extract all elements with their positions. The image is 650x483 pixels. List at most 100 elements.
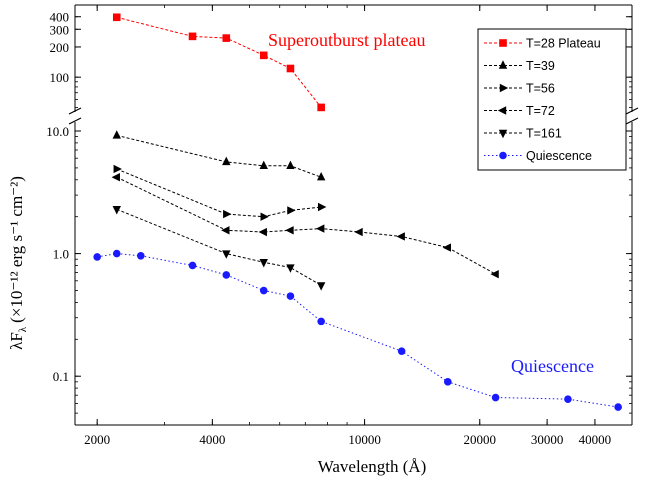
legend: T=28 Plateau T=39 T=56 T=72 T=161 Quiescence: [477, 28, 627, 171]
data-point: [443, 378, 452, 386]
y-axis-title-main: λF: [7, 332, 26, 350]
series-quiescence: [93, 249, 622, 411]
series-t-28-plateau: [112, 13, 325, 112]
legend-marker: [498, 129, 508, 139]
legend-label: T=39: [526, 59, 555, 73]
data-point: [112, 130, 121, 139]
series-line: [97, 253, 619, 408]
annotation-quiescence: Quiescence: [511, 356, 594, 376]
data-point: [258, 227, 267, 237]
data-point: [259, 286, 268, 295]
y-axis-title-units: (×10⁻¹² erg s⁻¹ cm⁻²): [7, 176, 26, 323]
legend-entry: T=161: [484, 127, 562, 141]
data-point: [490, 269, 499, 279]
x-tick-label: 4000: [199, 432, 225, 447]
series-line: [116, 16, 322, 108]
y-tick-label: 1.0: [53, 247, 69, 262]
data-point: [564, 395, 572, 403]
series-t-56: [113, 164, 327, 221]
data-point: [286, 160, 295, 170]
data-point: [222, 271, 231, 279]
legend-label: T=161: [526, 127, 562, 141]
data-point: [112, 206, 121, 215]
legend-entry: T=28 Plateau: [484, 37, 601, 51]
x-axis-title: Wavelength (Å): [318, 457, 427, 476]
data-point: [136, 251, 145, 260]
data-point: [222, 250, 231, 259]
data-point: [260, 212, 269, 221]
data-point: [442, 243, 451, 252]
data-point: [111, 172, 120, 182]
series-t-161: [112, 206, 326, 291]
y-tick-label: 0.1: [53, 369, 69, 384]
data-point: [222, 34, 231, 42]
legend-label: T=72: [526, 104, 555, 118]
data-point: [112, 13, 121, 22]
data-point: [491, 393, 500, 402]
legend-marker: [499, 151, 507, 160]
series-line: [116, 176, 496, 275]
x-tick-label: 20000: [464, 432, 497, 447]
data-point: [259, 51, 268, 60]
axis-break-mark-right-top: [625, 107, 639, 115]
data-point: [93, 253, 101, 261]
data-point: [113, 164, 122, 174]
series-t-72: [111, 172, 499, 279]
data-point: [112, 249, 121, 258]
axis-break-mark-right-bottom: [625, 117, 639, 125]
x-tick-label: 30000: [531, 432, 564, 447]
series-line: [116, 134, 322, 178]
axes: 2000 4000 10000 20000 30000 40000 10.0 1.0 0.1 10…: [46, 4, 639, 447]
data-point: [316, 171, 326, 181]
data-point: [317, 202, 327, 212]
data-point: [287, 206, 296, 215]
y-tick-label: 10.0: [46, 124, 69, 139]
series-layer: [93, 13, 622, 411]
data-point: [188, 261, 197, 270]
legend-entry: Quiescence: [484, 149, 592, 163]
data-point: [315, 224, 325, 233]
data-point: [286, 64, 295, 73]
legend-label: Quiescence: [526, 149, 592, 163]
legend-label: T=56: [526, 82, 555, 96]
series-line: [116, 208, 322, 286]
legend-entry: T=72: [484, 104, 555, 118]
data-point: [223, 209, 232, 219]
y-upper-tick-label: 300: [50, 22, 70, 37]
y-axis-title: λFλ (×10⁻¹² erg s⁻¹ cm⁻²): [7, 176, 29, 350]
legend-label: T=28 Plateau: [526, 37, 601, 51]
legend-marker: [498, 60, 508, 69]
data-point: [614, 403, 622, 411]
legend-marker: [499, 39, 507, 47]
data-point: [259, 259, 268, 268]
axis-break-mark-left-bottom: [68, 117, 82, 125]
data-point: [354, 227, 363, 237]
data-point: [396, 232, 405, 241]
data-point: [286, 264, 295, 273]
data-point: [317, 317, 325, 326]
data-point: [316, 282, 326, 291]
data-point: [285, 226, 294, 235]
data-point: [188, 32, 197, 41]
series-t-39: [112, 130, 326, 181]
data-point: [286, 292, 295, 300]
y-upper-tick-label: 200: [50, 40, 70, 55]
data-point: [259, 160, 268, 170]
y-upper-tick-label: 100: [50, 70, 70, 85]
x-tick-label: 10000: [348, 432, 381, 447]
data-point: [221, 226, 230, 235]
annotation-superoutburst: Superoutburst plateau: [268, 30, 425, 50]
legend-box: [477, 28, 627, 171]
y-upper-tick-label: 400: [50, 10, 70, 25]
x-tick-label: 40000: [579, 432, 612, 447]
data-point: [397, 347, 406, 355]
legend-entry: T=39: [484, 59, 555, 73]
y-axis-title-sub: λ: [17, 326, 29, 332]
legend-entry: T=56: [484, 82, 555, 96]
legend-marker: [497, 106, 507, 115]
data-point: [222, 156, 231, 166]
x-tick-label: 2000: [84, 432, 110, 447]
data-point: [317, 103, 325, 112]
axis-break-mark-left-top: [68, 107, 82, 115]
